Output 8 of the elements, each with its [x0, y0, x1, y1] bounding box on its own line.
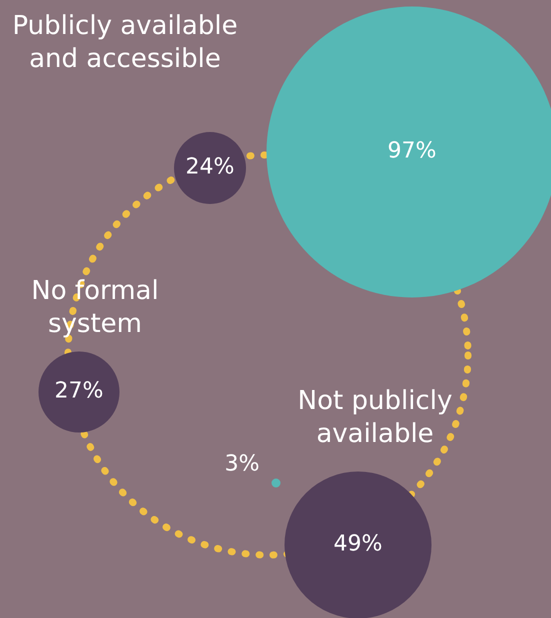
data-label: 49% — [334, 532, 382, 557]
data-label: 3% — [224, 452, 260, 477]
data-label: 27% — [54, 378, 104, 404]
data-label: 97% — [388, 138, 436, 164]
data-label: 24% — [186, 154, 234, 180]
category-label: Not publicly available — [296, 385, 454, 450]
category-label: No formal system — [30, 275, 160, 340]
category-label: Publicly available and accessible — [11, 10, 239, 75]
